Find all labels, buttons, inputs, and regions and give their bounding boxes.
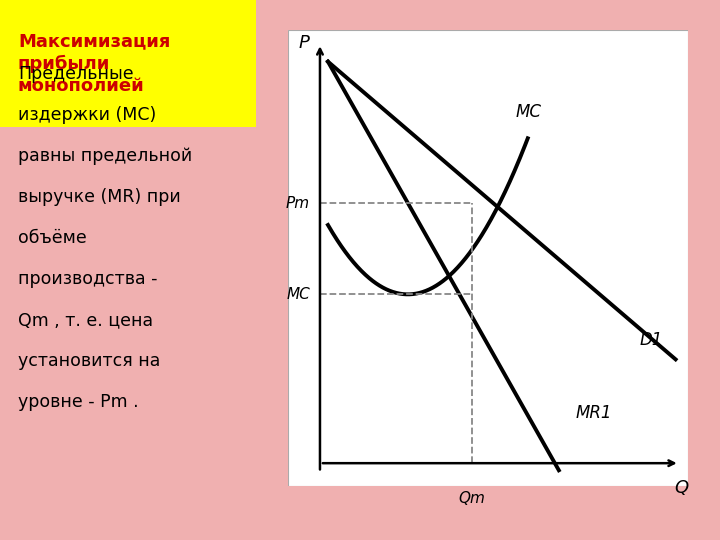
Text: уровне - Pm .: уровне - Pm . <box>18 393 138 411</box>
Text: D1: D1 <box>639 331 663 349</box>
Text: установится на: установится на <box>18 352 161 370</box>
Text: Qm , т. е. цена: Qm , т. е. цена <box>18 311 153 329</box>
Text: MR1: MR1 <box>576 404 612 422</box>
Text: равны предельной: равны предельной <box>18 147 192 165</box>
Text: Pm: Pm <box>286 195 310 211</box>
Text: объёме: объёме <box>18 229 86 247</box>
Text: производства -: производства - <box>18 270 158 288</box>
Bar <box>0 0 256 127</box>
Text: MC: MC <box>516 103 541 121</box>
Text: издержки (МС): издержки (МС) <box>18 106 156 124</box>
Text: Предельные: Предельные <box>18 65 133 83</box>
Text: Максимизация
прибыли
монополией: Максимизация прибыли монополией <box>18 32 170 94</box>
Text: Qm: Qm <box>459 490 485 505</box>
Text: MC: MC <box>287 287 310 302</box>
Text: P: P <box>299 35 310 52</box>
Text: выручке (MR) при: выручке (MR) при <box>18 188 181 206</box>
Text: Q: Q <box>675 480 688 497</box>
